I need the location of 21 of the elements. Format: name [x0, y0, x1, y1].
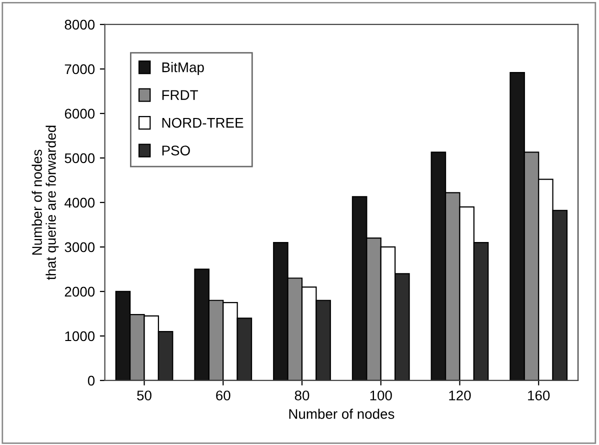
- y-tick-label: 6000: [64, 108, 95, 119]
- x-tick-label: 60: [216, 390, 230, 400]
- y-tick-label: 3000: [64, 242, 95, 252]
- y-tick-label: 8000: [64, 20, 95, 30]
- x-tick-label: 50: [137, 390, 152, 400]
- legend-label: FRDT: [162, 90, 198, 100]
- x-tick-label: 120: [449, 390, 471, 400]
- legend-label: NORD-TREE: [162, 118, 244, 128]
- y-tick-label: 5000: [64, 153, 95, 164]
- y-tick-label: 4000: [64, 198, 95, 208]
- legend-label: BitMap: [162, 62, 204, 75]
- x-tick-label: 160: [528, 390, 550, 400]
- y-tick-label: 1000: [65, 331, 95, 342]
- x-tick-label: 80: [294, 390, 310, 400]
- x-axis-title: Number of nodes: [289, 408, 394, 419]
- legend-label: PSO: [162, 146, 190, 156]
- y-tick-label: 7000: [64, 64, 95, 74]
- y-tick-label: 2000: [64, 286, 95, 297]
- y-tick-label: 0: [88, 376, 95, 386]
- x-tick-label: 100: [370, 390, 392, 400]
- y-axis-title: Number of nodes that querie are forwarded: [32, 126, 59, 280]
